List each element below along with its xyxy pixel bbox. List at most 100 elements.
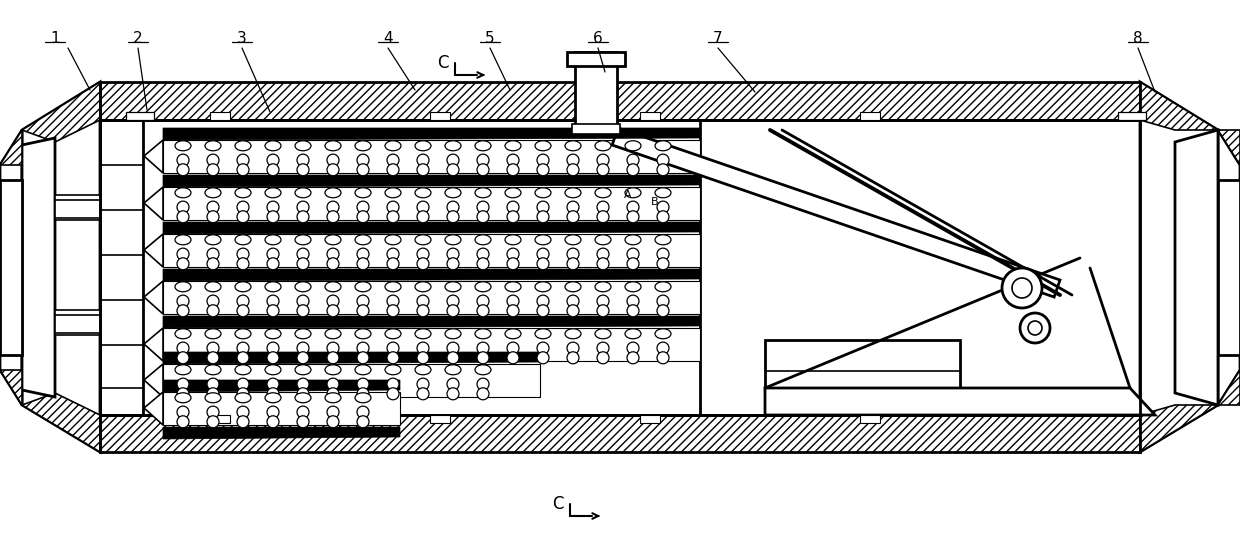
- Circle shape: [477, 201, 489, 213]
- Ellipse shape: [565, 141, 582, 151]
- Circle shape: [387, 201, 399, 213]
- Circle shape: [417, 388, 429, 400]
- Circle shape: [627, 342, 639, 354]
- Circle shape: [627, 305, 639, 317]
- Circle shape: [357, 378, 370, 390]
- Bar: [765, 340, 960, 402]
- Circle shape: [237, 248, 249, 260]
- Circle shape: [567, 295, 579, 307]
- Ellipse shape: [534, 235, 551, 245]
- Polygon shape: [144, 328, 162, 361]
- Circle shape: [267, 154, 279, 166]
- Circle shape: [446, 378, 459, 390]
- Polygon shape: [1140, 82, 1218, 130]
- Bar: [126, 112, 154, 120]
- Circle shape: [477, 388, 489, 400]
- Ellipse shape: [534, 141, 551, 151]
- Circle shape: [298, 258, 309, 270]
- Ellipse shape: [475, 188, 491, 198]
- Circle shape: [357, 388, 370, 400]
- Circle shape: [417, 305, 429, 317]
- Circle shape: [446, 201, 459, 213]
- Ellipse shape: [175, 141, 191, 151]
- Circle shape: [657, 305, 670, 317]
- Ellipse shape: [355, 365, 371, 375]
- Ellipse shape: [236, 282, 250, 292]
- Ellipse shape: [205, 188, 221, 198]
- Circle shape: [446, 295, 459, 307]
- Bar: [0, 180, 22, 355]
- Ellipse shape: [655, 188, 671, 198]
- Text: 8: 8: [1133, 30, 1143, 45]
- Circle shape: [657, 154, 670, 166]
- Ellipse shape: [236, 188, 250, 198]
- Polygon shape: [144, 140, 162, 173]
- Circle shape: [627, 211, 639, 223]
- Ellipse shape: [355, 188, 371, 198]
- Polygon shape: [144, 392, 162, 425]
- Ellipse shape: [175, 188, 191, 198]
- Ellipse shape: [325, 235, 341, 245]
- Bar: [1118, 112, 1146, 120]
- Circle shape: [267, 258, 279, 270]
- Ellipse shape: [655, 141, 671, 151]
- Circle shape: [237, 258, 249, 270]
- Ellipse shape: [295, 393, 311, 403]
- Polygon shape: [1218, 130, 1240, 405]
- Circle shape: [237, 388, 249, 400]
- Polygon shape: [144, 364, 162, 397]
- Circle shape: [207, 201, 219, 213]
- Circle shape: [567, 154, 579, 166]
- Circle shape: [327, 378, 339, 390]
- Circle shape: [387, 388, 399, 400]
- Circle shape: [477, 164, 489, 176]
- Circle shape: [537, 352, 549, 364]
- Ellipse shape: [384, 365, 401, 375]
- Bar: [162, 234, 701, 267]
- Ellipse shape: [505, 188, 521, 198]
- Polygon shape: [1176, 130, 1218, 405]
- Ellipse shape: [595, 141, 611, 151]
- Ellipse shape: [565, 235, 582, 245]
- Circle shape: [298, 154, 309, 166]
- Circle shape: [237, 154, 249, 166]
- Circle shape: [507, 164, 520, 176]
- Circle shape: [477, 211, 489, 223]
- Circle shape: [357, 211, 370, 223]
- Circle shape: [177, 211, 188, 223]
- Polygon shape: [162, 427, 401, 439]
- Circle shape: [267, 211, 279, 223]
- Circle shape: [357, 342, 370, 354]
- Circle shape: [237, 352, 249, 364]
- Circle shape: [298, 201, 309, 213]
- Circle shape: [207, 305, 219, 317]
- Circle shape: [327, 406, 339, 418]
- Circle shape: [298, 295, 309, 307]
- Circle shape: [417, 164, 429, 176]
- Circle shape: [177, 305, 188, 317]
- Ellipse shape: [205, 235, 221, 245]
- Circle shape: [507, 258, 520, 270]
- Circle shape: [657, 164, 670, 176]
- Circle shape: [237, 295, 249, 307]
- Circle shape: [327, 164, 339, 176]
- Circle shape: [596, 295, 609, 307]
- Bar: [567, 52, 625, 66]
- Circle shape: [298, 305, 309, 317]
- Circle shape: [387, 342, 399, 354]
- Bar: [162, 281, 701, 314]
- Ellipse shape: [325, 329, 341, 339]
- Ellipse shape: [445, 329, 461, 339]
- Circle shape: [357, 352, 370, 364]
- Circle shape: [627, 352, 639, 364]
- Circle shape: [177, 154, 188, 166]
- Circle shape: [627, 154, 639, 166]
- Circle shape: [357, 154, 370, 166]
- Circle shape: [177, 164, 188, 176]
- Circle shape: [507, 295, 520, 307]
- Ellipse shape: [445, 235, 461, 245]
- Polygon shape: [22, 82, 100, 452]
- Circle shape: [267, 378, 279, 390]
- Ellipse shape: [236, 235, 250, 245]
- Circle shape: [567, 342, 579, 354]
